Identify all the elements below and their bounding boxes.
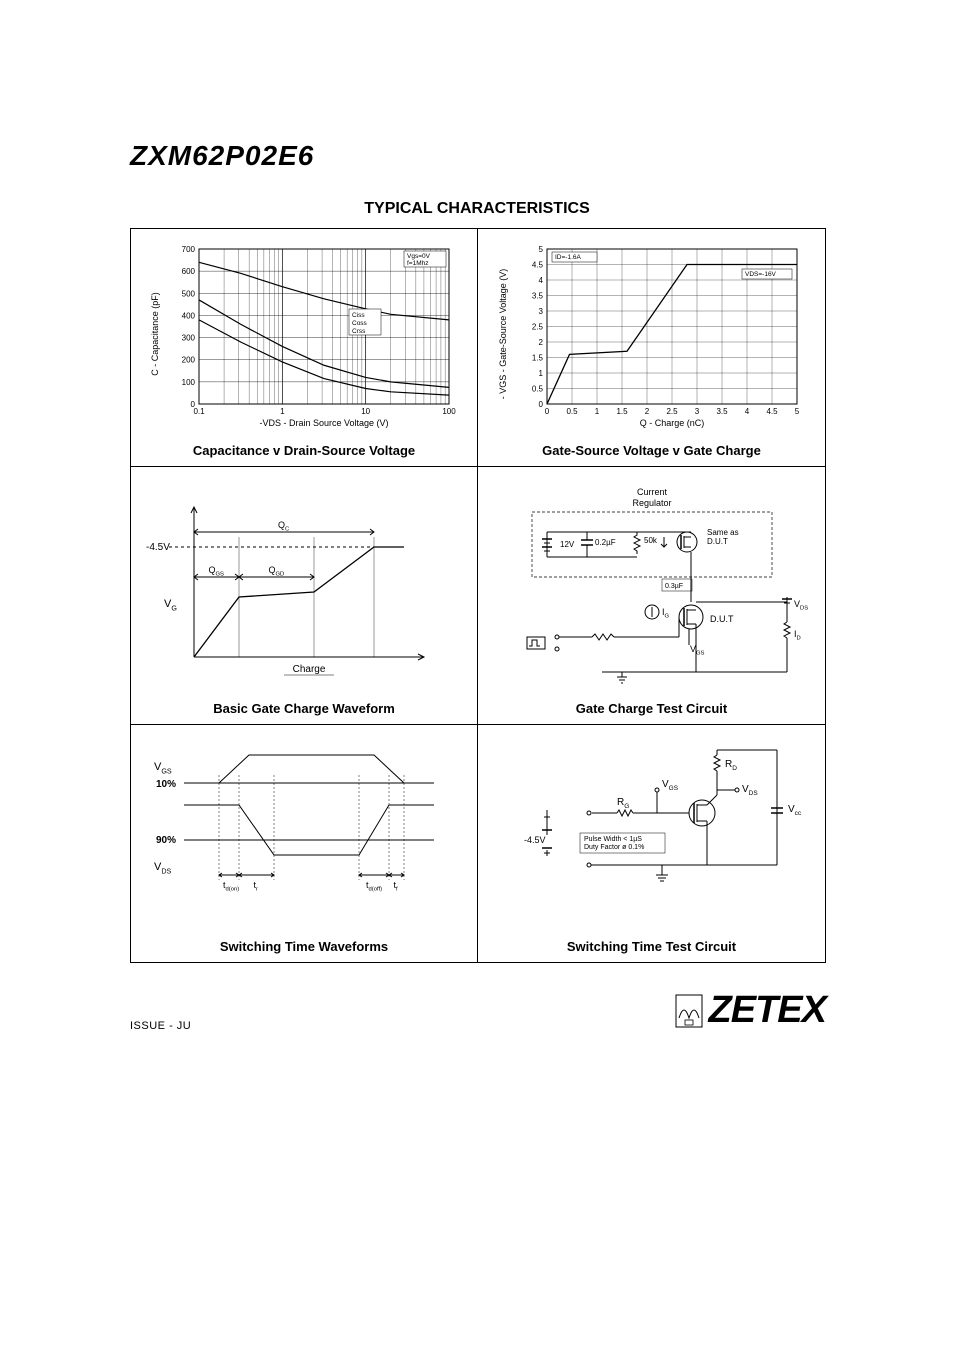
oscilloscope-icon <box>675 994 703 1028</box>
svg-text:2.5: 2.5 <box>666 407 678 416</box>
svg-text:3.5: 3.5 <box>531 292 543 301</box>
charts-grid: 01002003004005006007000.1110100-VDS - Dr… <box>130 228 826 963</box>
svg-text:ID=-1.6A: ID=-1.6A <box>555 254 581 261</box>
svg-text:Pulse Width < 1µS: Pulse Width < 1µS <box>584 836 642 843</box>
svg-text:td(off): td(off) <box>366 880 382 893</box>
svg-text:100: 100 <box>182 378 196 387</box>
svg-text:0: 0 <box>544 407 549 416</box>
svg-text:1: 1 <box>280 407 285 416</box>
svg-text:0.1: 0.1 <box>193 407 205 416</box>
svg-text:200: 200 <box>182 356 196 365</box>
section-title: TYPICAL CHARACTERISTICS <box>130 200 824 218</box>
svg-text:f=1Mhz: f=1Mhz <box>407 260 429 267</box>
diagram-gate-charge-test-caption: Gate Charge Test Circuit <box>576 701 727 716</box>
svg-text:1.5: 1.5 <box>616 407 628 416</box>
svg-text:VGS: VGS <box>662 779 679 792</box>
issue-text: ISSUE - JU <box>130 1020 191 1032</box>
svg-text:Vcc: Vcc <box>788 804 802 817</box>
svg-text:td(on): td(on) <box>223 880 239 893</box>
part-number: ZXM62P02E6 <box>130 140 824 172</box>
svg-text:0: 0 <box>538 400 543 409</box>
svg-text:1: 1 <box>538 369 543 378</box>
diagram-basic-gate-charge-waveform: VG -4.5V QGS QGD QC Charge Basic Gate Charge … <box>131 467 478 725</box>
svg-text:QC: QC <box>278 520 289 533</box>
svg-text:100: 100 <box>442 407 456 416</box>
svg-text:IG: IG <box>662 607 670 620</box>
svg-text:500: 500 <box>182 289 196 298</box>
svg-text:Coss: Coss <box>352 320 368 327</box>
svg-text:5: 5 <box>794 407 799 416</box>
svg-text:2.5: 2.5 <box>531 323 543 332</box>
diagram-switching-waveforms-caption: Switching Time Waveforms <box>220 939 388 954</box>
svg-text:VDS=-16V: VDS=-16V <box>745 271 777 278</box>
svg-text:D.U.T: D.U.T <box>710 614 734 624</box>
svg-text:1.5: 1.5 <box>531 354 543 363</box>
svg-text:Ciss: Ciss <box>352 312 365 319</box>
svg-text:tf: tf <box>394 880 399 893</box>
diagram-basic-gate-charge-caption: Basic Gate Charge Waveform <box>213 701 395 716</box>
svg-text:C - Capacitance (pF): C - Capacitance (pF) <box>150 292 160 376</box>
svg-text:600: 600 <box>182 267 196 276</box>
svg-text:-4.5V: -4.5V <box>146 542 170 553</box>
svg-text:D.U.T: D.U.T <box>707 537 728 546</box>
svg-text:Q - Charge (nC): Q - Charge (nC) <box>639 418 704 428</box>
svg-text:VG: VG <box>164 598 177 612</box>
svg-text:-4.5V: -4.5V <box>524 835 546 845</box>
chart-capacitance: 01002003004005006007000.1110100-VDS - Dr… <box>131 229 478 467</box>
svg-text:10: 10 <box>361 407 370 416</box>
chart-capacitance-caption: Capacitance v Drain-Source Voltage <box>193 443 415 458</box>
svg-text:2: 2 <box>644 407 649 416</box>
svg-text:3.5: 3.5 <box>716 407 728 416</box>
diagram-gate-charge-test-circuit: CurrentRegulator12V0.2µF50kSame asD.U.T0… <box>478 467 825 725</box>
svg-text:4: 4 <box>538 276 543 285</box>
svg-text:2: 2 <box>538 338 543 347</box>
svg-text:4.5: 4.5 <box>531 261 543 270</box>
svg-text:5: 5 <box>538 245 543 254</box>
diagram-switching-time-waveforms: VGS 10% 90% VDS td(on) tr td(off) tf Switching … <box>131 725 478 962</box>
svg-text:Regulator: Regulator <box>632 498 671 508</box>
svg-text:400: 400 <box>182 311 196 320</box>
svg-text:Charge: Charge <box>293 664 326 675</box>
svg-text:QGS: QGS <box>209 565 225 578</box>
svg-text:Vgs=0V: Vgs=0V <box>407 253 431 260</box>
svg-text:0.3µF: 0.3µF <box>665 583 683 590</box>
svg-text:RD: RD <box>725 759 737 772</box>
svg-text:RG: RG <box>617 797 629 810</box>
svg-text:300: 300 <box>182 334 196 343</box>
svg-text:VGS: VGS <box>690 644 705 657</box>
brand-logo: ZETEX <box>675 989 826 1032</box>
svg-text:VDS: VDS <box>742 784 758 797</box>
svg-text:VDS: VDS <box>154 861 172 875</box>
svg-text:VDS: VDS <box>794 599 808 612</box>
svg-text:3: 3 <box>694 407 699 416</box>
svg-text:-VDS - Drain Source Voltage (V: -VDS - Drain Source Voltage (V) <box>259 418 388 428</box>
brand-text: ZETEX <box>709 989 826 1032</box>
svg-text:VGS: VGS <box>154 761 172 775</box>
svg-text:3: 3 <box>538 307 543 316</box>
chart-gatecharge-caption: Gate-Source Voltage v Gate Charge <box>542 443 761 458</box>
svg-text:10%: 10% <box>156 779 176 790</box>
svg-text:tr: tr <box>254 880 259 893</box>
svg-text:Current: Current <box>636 487 667 497</box>
svg-text:4: 4 <box>744 407 749 416</box>
svg-text:50k: 50k <box>644 536 658 545</box>
svg-text:700: 700 <box>182 245 196 254</box>
svg-text:Crss: Crss <box>352 328 366 335</box>
svg-text:12V: 12V <box>560 540 575 549</box>
svg-text:- VGS - Gate-Source Voltage (V: - VGS - Gate-Source Voltage (V) <box>498 269 508 400</box>
svg-text:ID: ID <box>794 629 801 642</box>
svg-text:0.2µF: 0.2µF <box>595 538 616 547</box>
svg-text:Duty Factor ø 0.1%: Duty Factor ø 0.1% <box>584 844 644 851</box>
diagram-switching-test-caption: Switching Time Test Circuit <box>567 939 736 954</box>
diagram-switching-time-test-circuit: Vcc RD VDS VGS RG -4.5V Pulse Width < 1µSDuty … <box>478 725 825 962</box>
svg-text:Same as: Same as <box>707 528 739 537</box>
svg-text:0.5: 0.5 <box>566 407 578 416</box>
chart-gatecharge: 0 0.5 1 1.5 2 2.5 3 3.5 4 4.5 5 0 0.5 1 1.5 2 2.5 3 3.5 4 4.… <box>478 229 825 467</box>
svg-text:1: 1 <box>594 407 599 416</box>
svg-text:QGD: QGD <box>269 565 285 578</box>
svg-text:0.5: 0.5 <box>531 385 543 394</box>
svg-text:4.5: 4.5 <box>766 407 778 416</box>
svg-text:90%: 90% <box>156 835 176 846</box>
